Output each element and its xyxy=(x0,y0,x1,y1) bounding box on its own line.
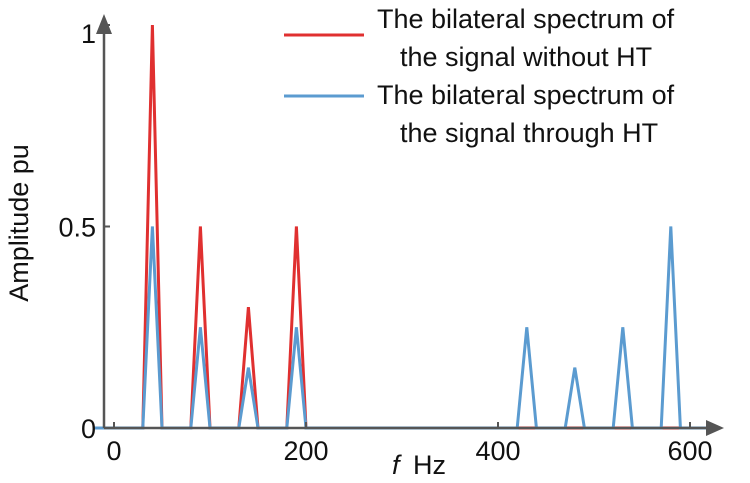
x-tick-label: 400 xyxy=(475,436,520,466)
y-tick-label: 0.5 xyxy=(58,213,96,243)
series-line-through-ht xyxy=(94,226,710,430)
x-axis-label: f Hz xyxy=(392,450,446,480)
x-tick-label: 600 xyxy=(667,436,712,466)
x-axis-arrow xyxy=(706,420,724,436)
ticks: 0 200 400 600 0 0.5 1 xyxy=(58,19,712,466)
x-axis-label-variable: f xyxy=(392,450,402,480)
legend-label-through-ht-line2: the signal through HT xyxy=(400,118,658,148)
y-axis-label: Amplitude pu xyxy=(4,144,34,302)
legend-label-without-ht-line2: the signal without HT xyxy=(400,42,652,72)
legend-label-through-ht-line1: The bilateral spectrum of xyxy=(377,80,675,110)
y-tick-label: 1 xyxy=(81,19,96,49)
x-axis-label-unit: Hz xyxy=(413,450,446,480)
x-tick-label: 0 xyxy=(106,436,121,466)
legend: The bilateral spectrum of the signal wit… xyxy=(284,4,675,148)
axes xyxy=(96,14,724,436)
x-tick-label: 200 xyxy=(283,436,328,466)
y-tick-label: 0 xyxy=(81,414,96,444)
legend-label-without-ht-line1: The bilateral spectrum of xyxy=(377,4,675,34)
